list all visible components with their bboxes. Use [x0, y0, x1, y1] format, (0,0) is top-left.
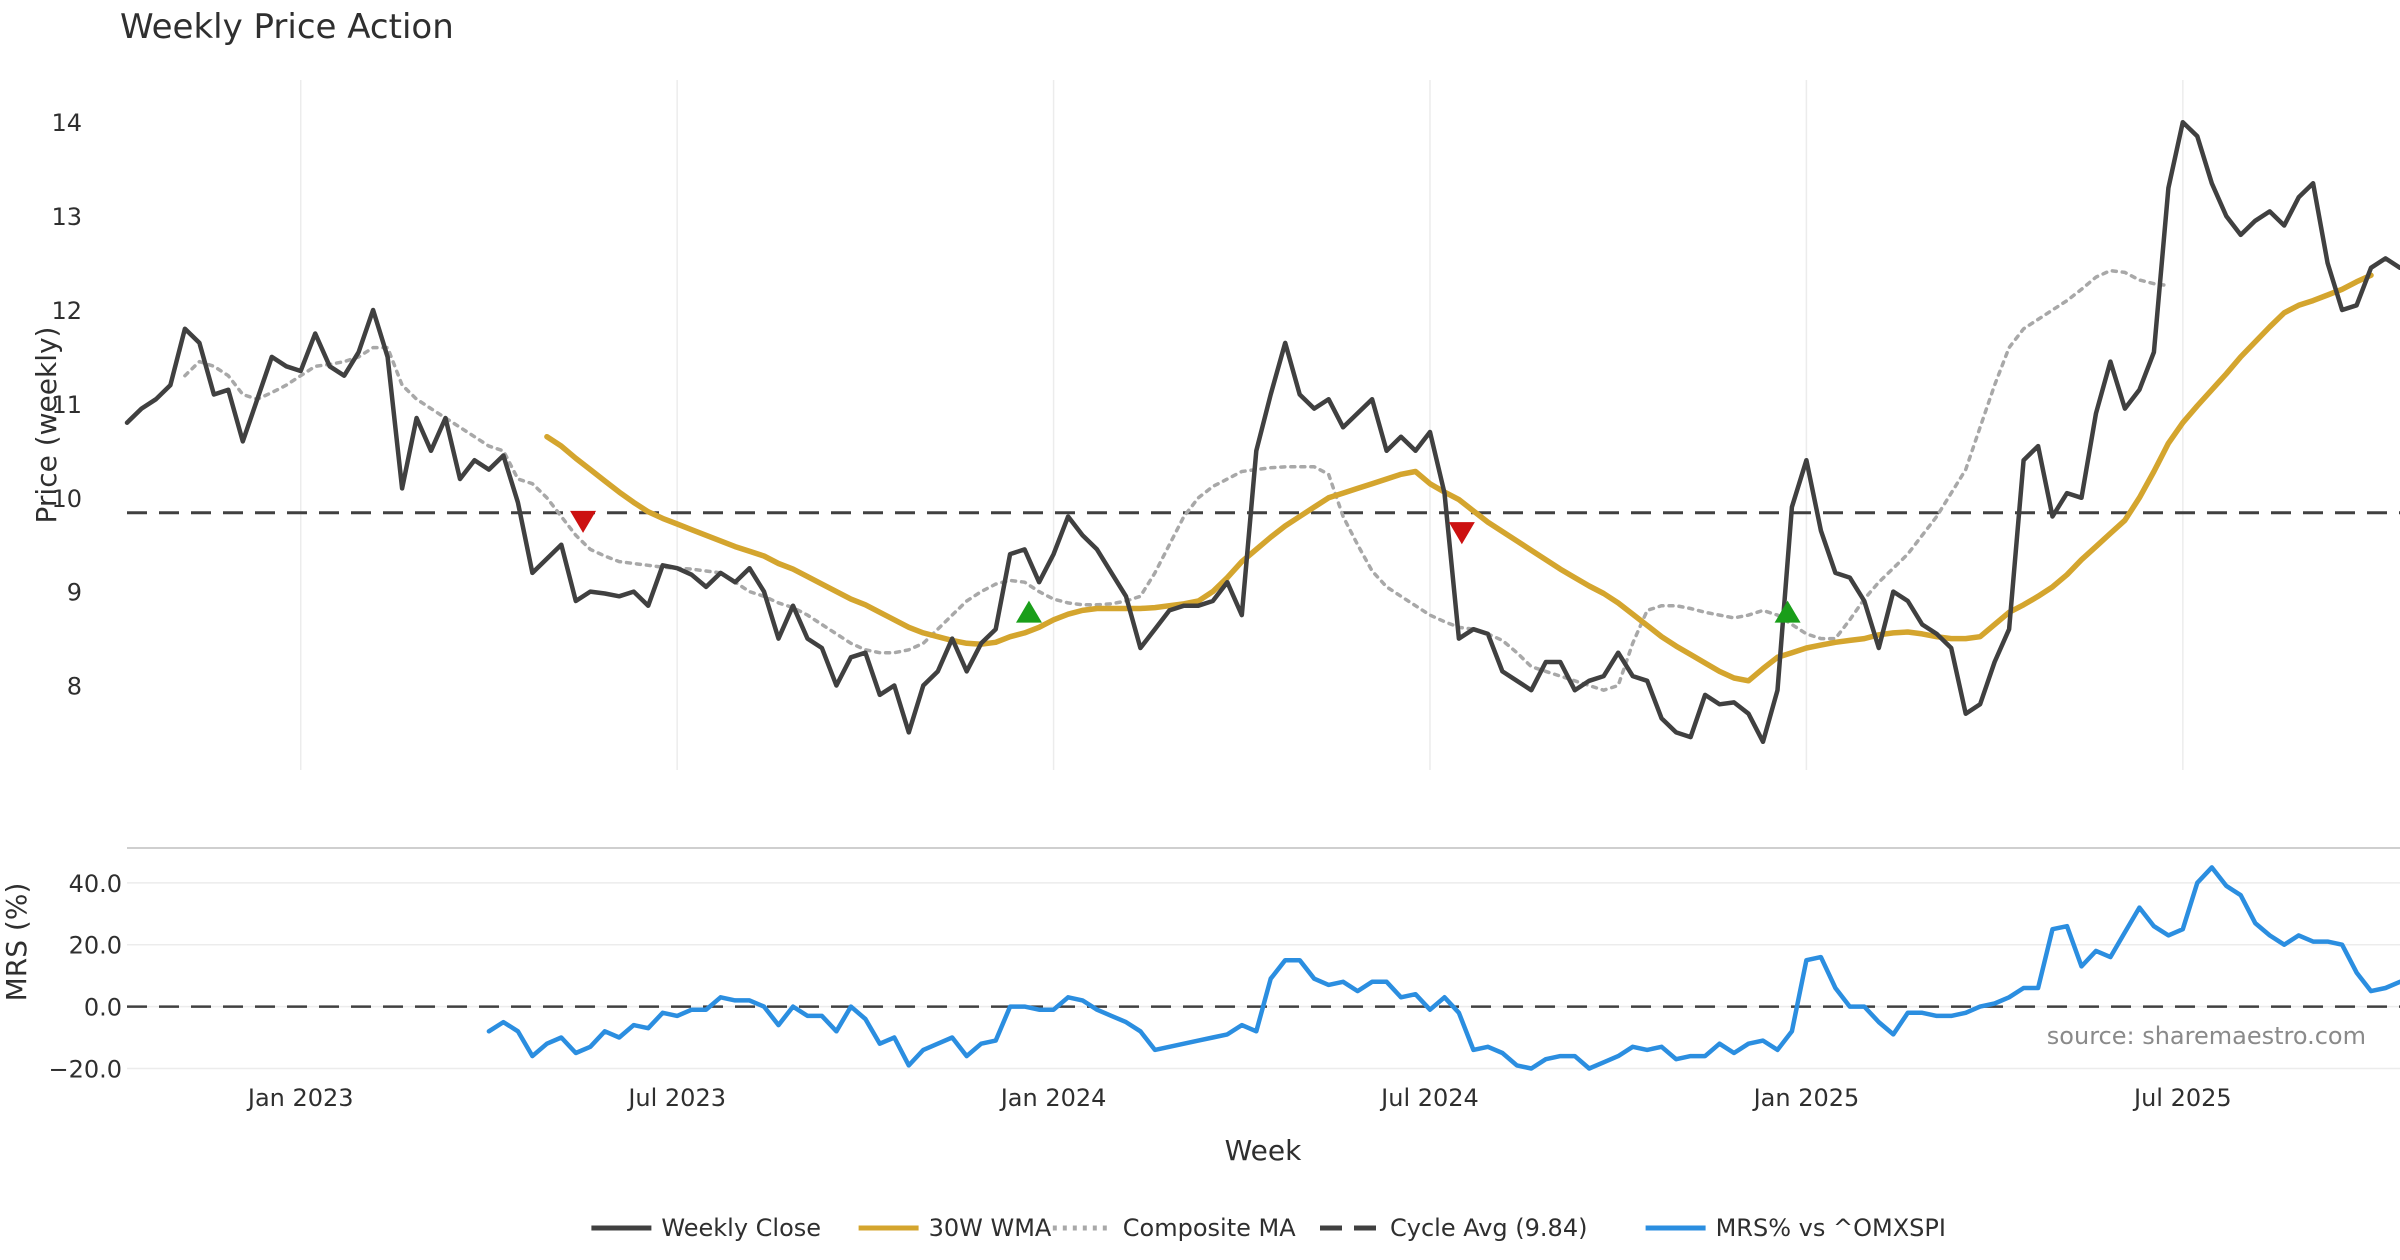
price-y-tick-6: 14 [51, 109, 82, 137]
legend-item-3: Cycle Avg (9.84) [1320, 1214, 1587, 1242]
legend-label-1: 30W WMA [929, 1214, 1052, 1242]
legend-item-2: Composite MA [1052, 1214, 1296, 1242]
series-30w-wma [544, 272, 2374, 684]
legend-label-3: Cycle Avg (9.84) [1390, 1214, 1587, 1242]
price-y-tick-5: 13 [51, 203, 82, 231]
x-axis-title: Week [1225, 1134, 1302, 1167]
x-tick-0: Jan 2023 [246, 1084, 354, 1112]
x-tick-2: Jan 2024 [999, 1084, 1107, 1112]
series-composite-ma [183, 268, 2171, 692]
series-mrs-vs-omxspi [486, 865, 2400, 1071]
x-tick-1: Jul 2023 [626, 1084, 726, 1112]
legend-item-4: MRS% vs ^OMXSPI [1645, 1214, 1946, 1242]
mrs-y-axis: −20.0 0.0 20.0 40.0 [48, 870, 122, 1084]
mrs-y-axis-title: MRS (%) [0, 883, 33, 1002]
price-y-tick-3: 11 [51, 391, 82, 419]
chart-title: Weekly Price Action [120, 7, 454, 47]
signal-markers [570, 510, 1801, 623]
x-tick-3: Jul 2024 [1379, 1084, 1479, 1112]
source-label: source: sharemaestro.com [2047, 1022, 2366, 1050]
price-y-tick-0: 8 [67, 673, 82, 701]
price-y-axis: 8 9 10 11 12 13 14 [51, 109, 82, 700]
legend-label-0: Weekly Close [661, 1214, 821, 1242]
mrs-y-tick-1: 0.0 [84, 994, 122, 1022]
legend-item-1: 30W WMA [858, 1214, 1052, 1242]
price-y-axis-title: Price (weekly) [30, 327, 63, 524]
price-y-tick-1: 9 [67, 579, 82, 607]
mrs-y-tick-0: −20.0 [48, 1055, 122, 1083]
price-series [124, 119, 2400, 745]
legend-label-2: Composite MA [1123, 1214, 1296, 1242]
price-y-tick-2: 10 [51, 485, 82, 513]
sell-signal-marker-0 [570, 510, 597, 533]
x-axis: Jan 2023 Jul 2023 Jan 2024 Jul 2024 Jan 2025… [246, 1084, 2232, 1112]
x-tick-5: Jul 2025 [2132, 1084, 2232, 1112]
price-y-tick-4: 12 [51, 297, 82, 325]
buy-signal-marker-1 [1015, 600, 1042, 623]
legend-item-0: Weekly Close [591, 1214, 821, 1242]
mrs-series [127, 865, 2400, 1071]
mrs-y-tick-2: 20.0 [69, 932, 122, 960]
mrs-y-tick-3: 40.0 [69, 870, 122, 898]
legend: Weekly Close 30W WMA Composite MA Cycle Avg… [591, 1214, 1946, 1242]
legend-label-4: MRS% vs ^OMXSPI [1716, 1214, 1946, 1242]
sell-signal-marker-2 [1448, 522, 1475, 545]
x-tick-4: Jan 2025 [1752, 1084, 1860, 1112]
buy-signal-marker-3 [1774, 600, 1801, 623]
series-weekly-close [124, 119, 2400, 745]
